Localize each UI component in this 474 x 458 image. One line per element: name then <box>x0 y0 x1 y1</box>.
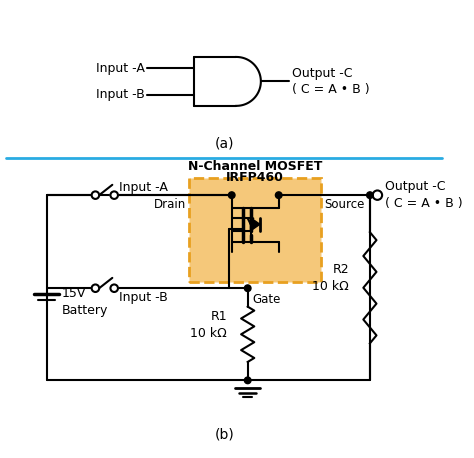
Circle shape <box>275 192 282 198</box>
Circle shape <box>245 285 251 291</box>
Text: Gate: Gate <box>252 293 281 306</box>
Text: Output -C: Output -C <box>385 180 446 193</box>
Circle shape <box>245 377 251 384</box>
Circle shape <box>91 191 99 199</box>
Text: Input -A: Input -A <box>119 181 168 194</box>
Text: Drain: Drain <box>155 198 187 211</box>
Text: N-Channel MOSFET: N-Channel MOSFET <box>188 160 322 174</box>
Text: ( C = A • B ): ( C = A • B ) <box>292 83 370 96</box>
Circle shape <box>373 191 382 200</box>
Circle shape <box>228 192 235 198</box>
Circle shape <box>91 284 99 292</box>
Text: Input -A: Input -A <box>96 62 145 75</box>
Text: 15V
Battery: 15V Battery <box>62 287 108 317</box>
Polygon shape <box>251 218 260 231</box>
Text: (a): (a) <box>214 136 234 150</box>
Text: R2
10 kΩ: R2 10 kΩ <box>312 263 349 294</box>
Text: (b): (b) <box>214 428 234 442</box>
Bar <box>190 178 321 282</box>
Text: Input -B: Input -B <box>97 88 145 101</box>
Text: IRFP460: IRFP460 <box>226 171 284 184</box>
Text: Source: Source <box>324 198 364 211</box>
Text: ( C = A • B ): ( C = A • B ) <box>385 197 463 210</box>
Circle shape <box>110 284 118 292</box>
Text: R1
10 kΩ: R1 10 kΩ <box>190 310 227 340</box>
Text: Output -C: Output -C <box>292 67 352 81</box>
Text: Input -B: Input -B <box>119 291 168 304</box>
Circle shape <box>110 191 118 199</box>
Circle shape <box>366 192 373 198</box>
